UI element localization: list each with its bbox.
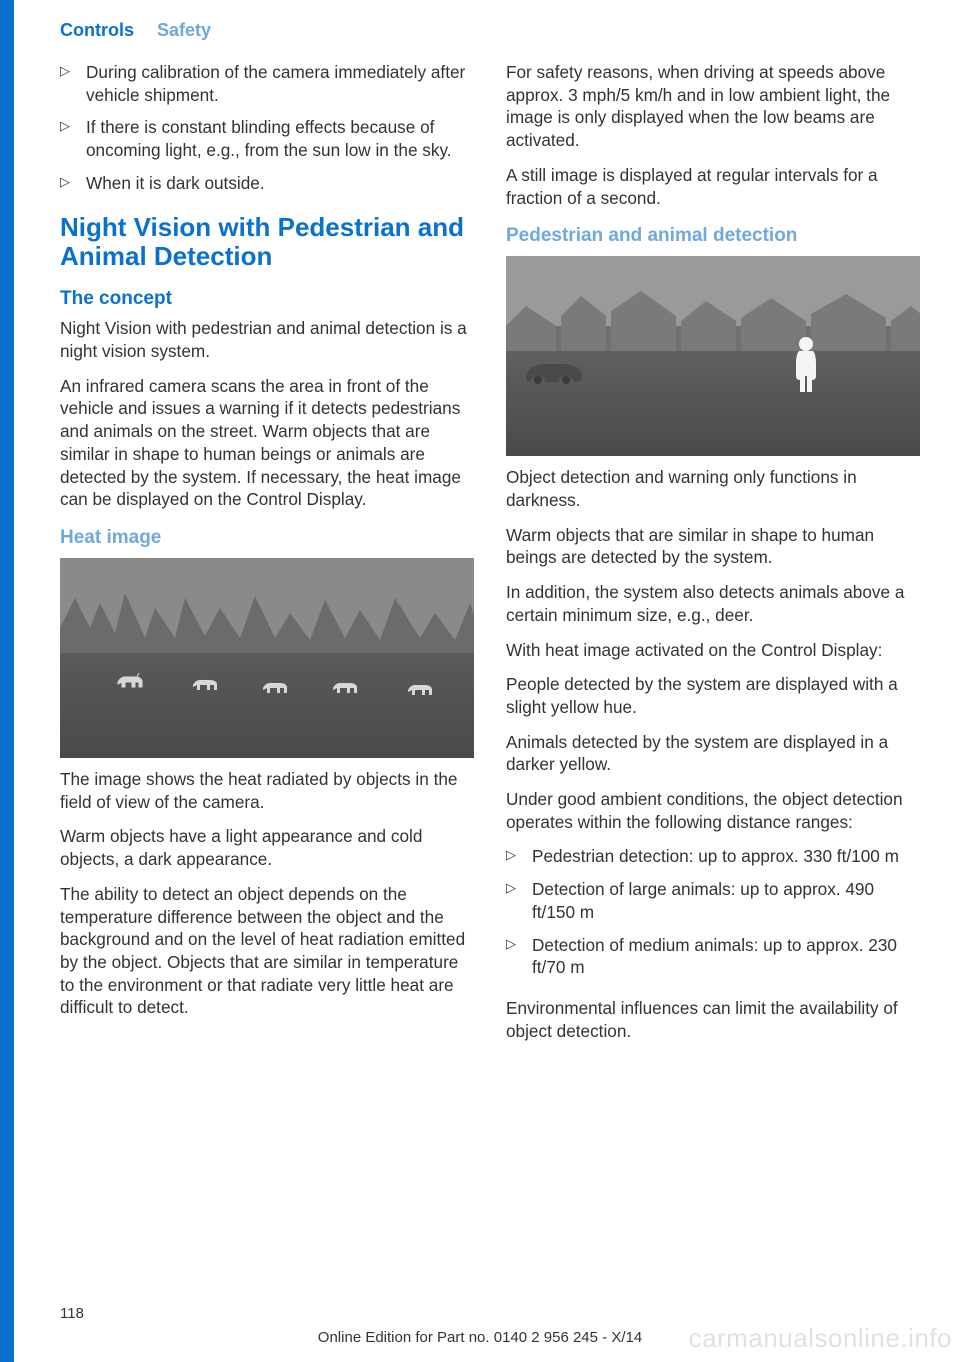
list-item-text: If there is constant blinding effects be… xyxy=(86,116,474,161)
body-text: Object detection and warning only functi… xyxy=(506,466,920,511)
forest-silhouette-icon xyxy=(60,588,474,658)
left-column: ▷ During calibration of the camera immedi… xyxy=(60,61,474,1054)
list-item-text: During calibration of the camera immedia… xyxy=(86,61,474,106)
triangle-icon: ▷ xyxy=(60,61,74,106)
body-text: An infrared camera scans the area in fro… xyxy=(60,375,474,511)
body-text: Warm objects have a light appearance and… xyxy=(60,825,474,870)
triangle-icon: ▷ xyxy=(506,878,520,923)
header-section: Controls xyxy=(60,20,134,40)
list-item: ▷ Detection of medium animals: up to appr… xyxy=(506,934,920,979)
body-text: Night Vision with pedestrian and animal … xyxy=(60,317,474,362)
top-bullet-list: ▷ During calibration of the camera immedi… xyxy=(60,61,474,195)
triangle-icon: ▷ xyxy=(60,116,74,161)
right-column: For safety reasons, when driving at spee… xyxy=(506,61,920,1054)
list-item-text: When it is dark outside. xyxy=(86,172,474,195)
body-text: The ability to detect an object depends … xyxy=(60,883,474,1019)
body-text: Under good ambient conditions, the objec… xyxy=(506,788,920,833)
heat-image-figure xyxy=(60,558,474,758)
list-item-text: Detection of large animals: up to approx… xyxy=(532,878,920,923)
list-item: ▷ During calibration of the camera immedi… xyxy=(60,61,474,106)
pedestrian-heading: Pedestrian and animal detection xyxy=(506,223,920,248)
person-icon xyxy=(792,336,820,394)
body-text: Animals detected by the system are displ… xyxy=(506,731,920,776)
triangle-icon: ▷ xyxy=(506,934,520,979)
body-text: Warm objects that are similar in shape t… xyxy=(506,524,920,569)
animal-icon xyxy=(260,676,290,696)
watermark-text: carmanualsonline.info xyxy=(689,1323,952,1354)
body-text: For safety reasons, when driving at spee… xyxy=(506,61,920,152)
body-text: The image shows the heat radiated by obj… xyxy=(60,768,474,813)
car-icon xyxy=(524,356,584,384)
header-subsection: Safety xyxy=(157,20,211,40)
section-title: Night Vision with Pedestrian and Animal … xyxy=(60,213,474,273)
triangle-icon: ▷ xyxy=(506,845,520,868)
list-item: ▷ Pedestrian detection: up to approx. 330… xyxy=(506,845,920,868)
pedestrian-figure xyxy=(506,256,920,456)
page-number: 118 xyxy=(60,1305,84,1322)
animal-icon xyxy=(330,676,360,696)
body-text: A still image is displayed at regular in… xyxy=(506,164,920,209)
animal-icon xyxy=(115,670,145,690)
body-text: Environmental influences can limit the a… xyxy=(506,997,920,1042)
side-accent-bar xyxy=(0,0,14,1362)
body-text: People detected by the system are displa… xyxy=(506,673,920,718)
animal-icon xyxy=(405,678,435,698)
list-item-text: Detection of medium animals: up to appro… xyxy=(532,934,920,979)
animal-icon xyxy=(190,673,220,693)
list-item: ▷ When it is dark outside. xyxy=(60,172,474,195)
list-item: ▷ If there is constant blinding effects b… xyxy=(60,116,474,161)
body-text: In addition, the system also detects ani… xyxy=(506,581,920,626)
buildings-silhouette-icon xyxy=(506,276,920,356)
body-text: With heat image activated on the Control… xyxy=(506,639,920,662)
heat-image-heading: Heat image xyxy=(60,525,474,550)
range-bullet-list: ▷ Pedestrian detection: up to approx. 330… xyxy=(506,845,920,979)
page-header: Controls Safety xyxy=(0,0,960,51)
triangle-icon: ▷ xyxy=(60,172,74,195)
list-item: ▷ Detection of large animals: up to appro… xyxy=(506,878,920,923)
content-columns: ▷ During calibration of the camera immedi… xyxy=(0,51,960,1054)
concept-heading: The concept xyxy=(60,286,474,311)
list-item-text: Pedestrian detection: up to approx. 330 … xyxy=(532,845,920,868)
figure-road xyxy=(60,653,474,758)
